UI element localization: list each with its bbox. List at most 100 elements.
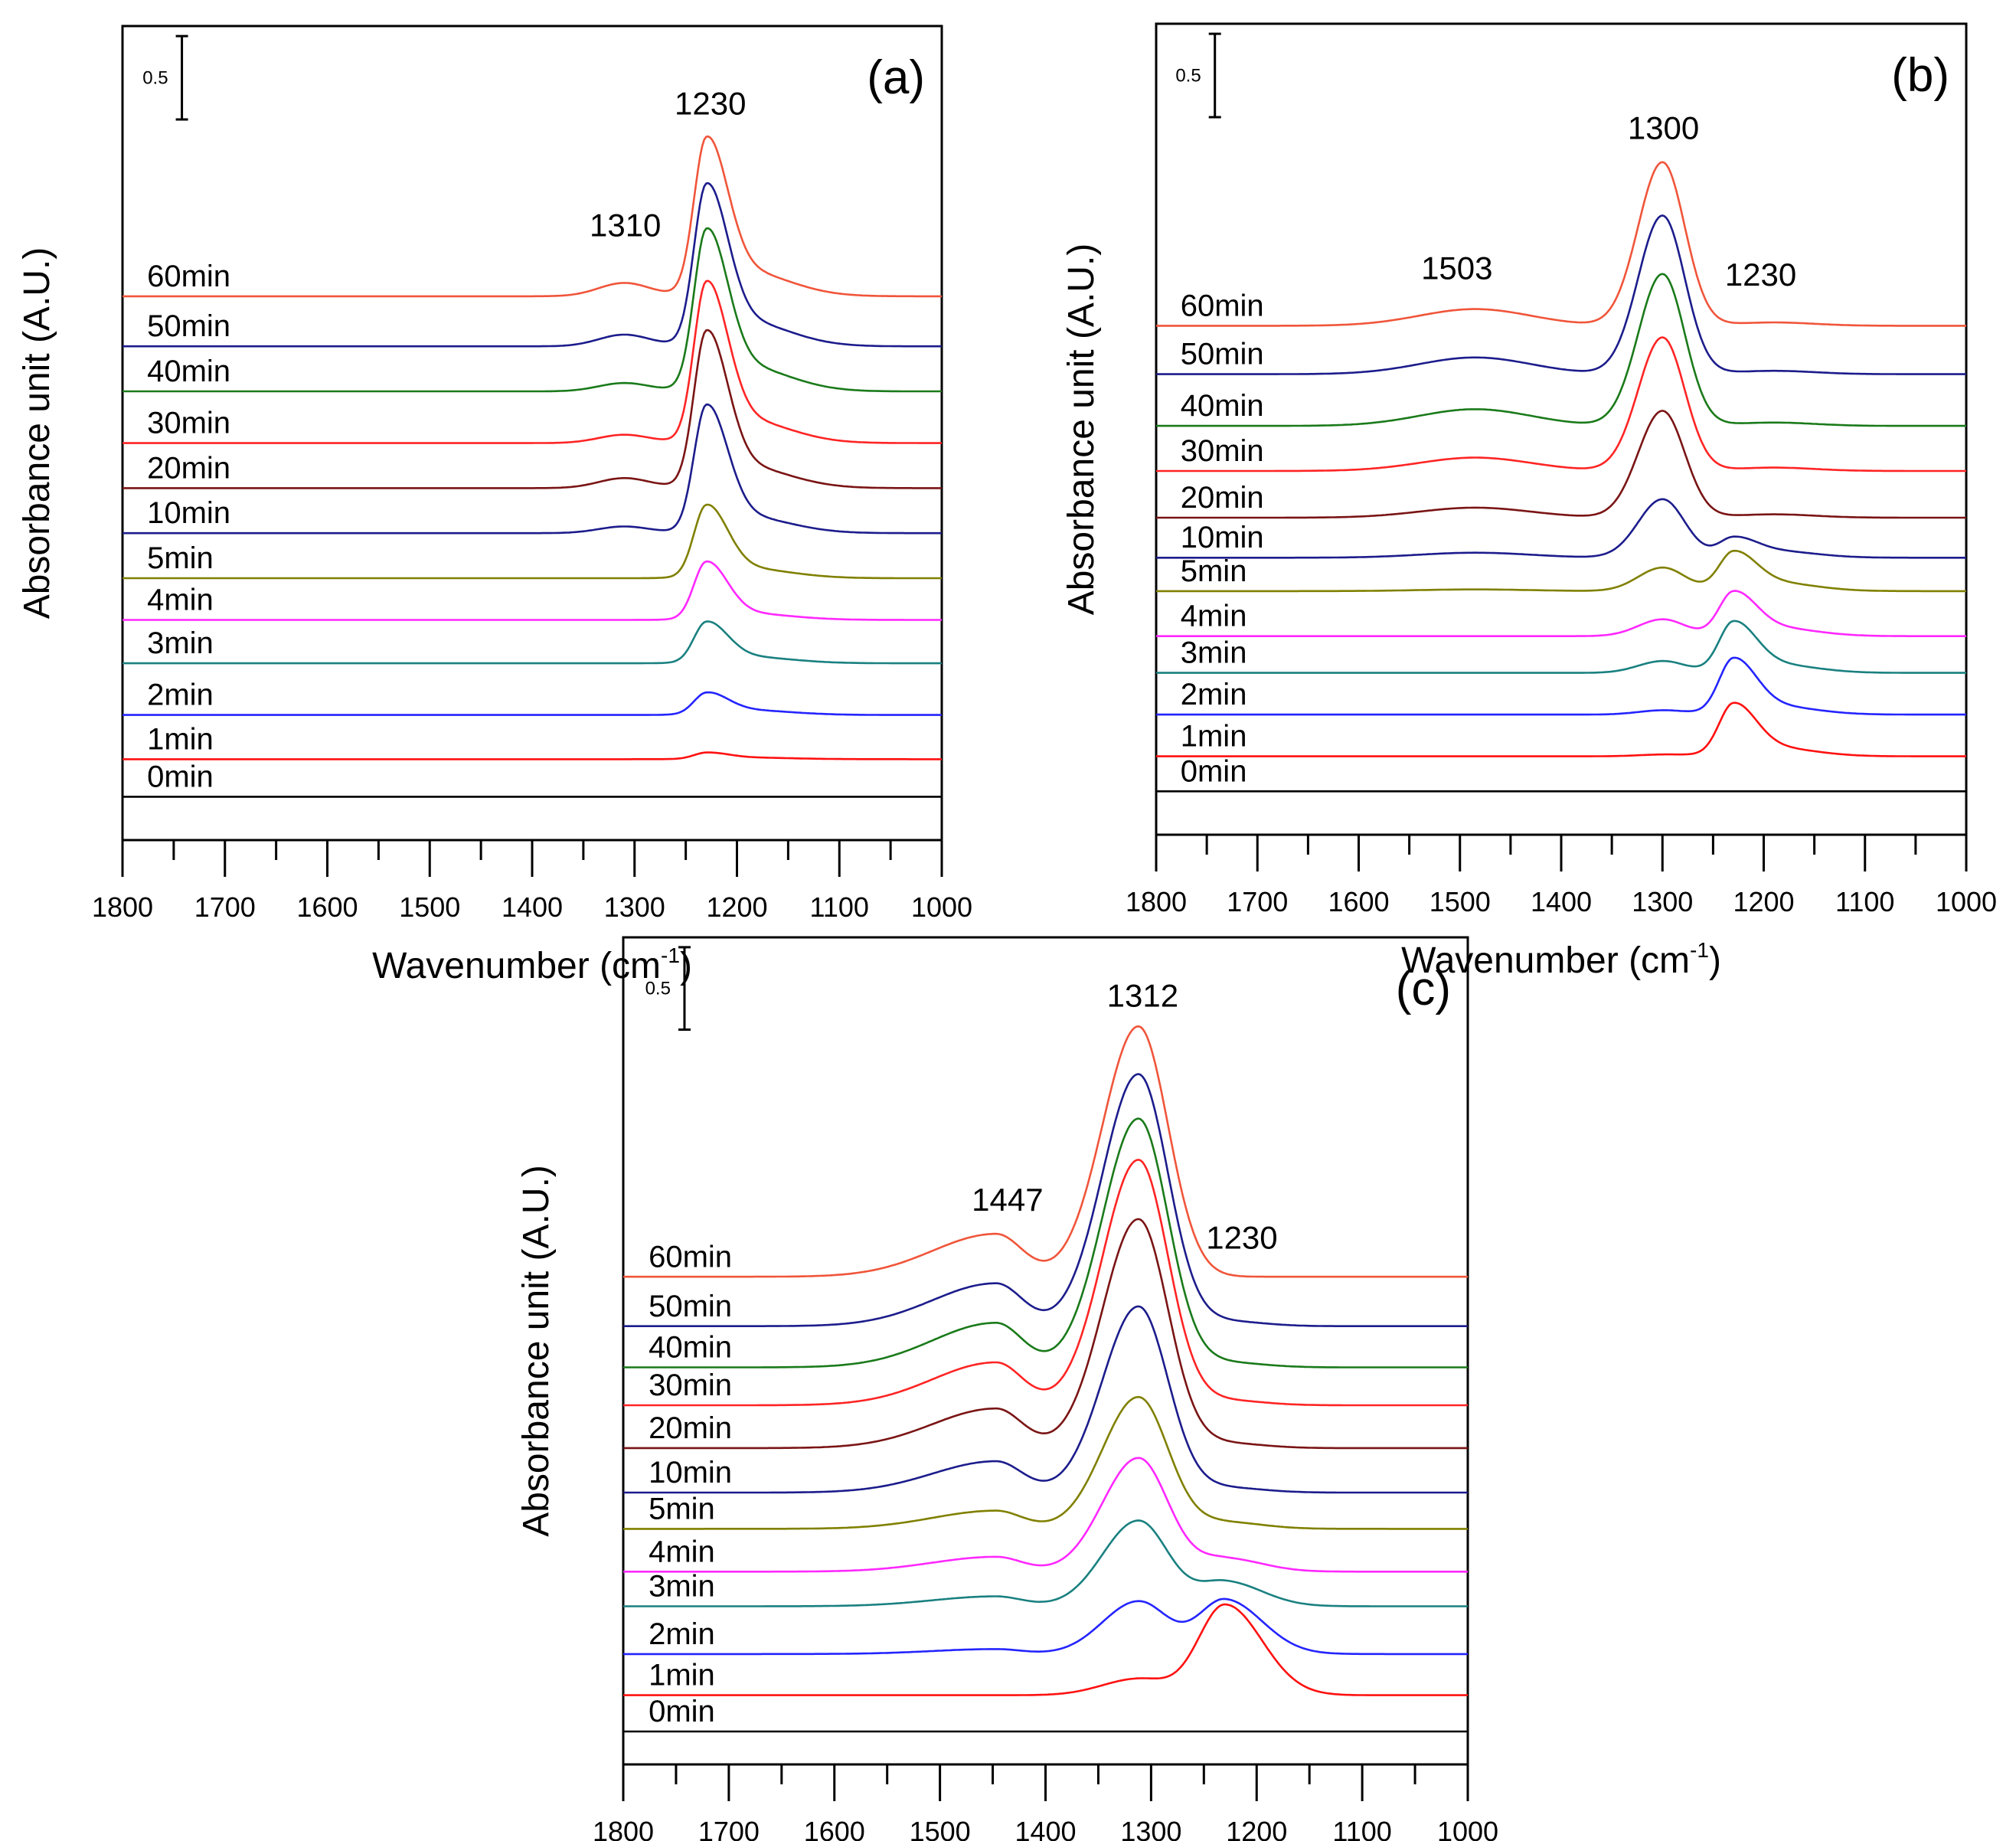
series-label-0min: 0min (649, 1695, 715, 1728)
series-label-30min: 30min (649, 1368, 732, 1402)
scale-bar-label: 0.5 (645, 979, 671, 999)
panel-label: (b) (1891, 49, 1949, 102)
series-label-0min: 0min (147, 760, 214, 793)
panel-c: 180017001600150014001300120011001000Wave… (516, 936, 1498, 1841)
spectrum-line-30min (623, 1159, 1468, 1407)
y-axis-title: Absorbance unit (A.U.) (1061, 244, 1102, 616)
peak-annotation: 1447 (972, 1182, 1043, 1218)
spectrum-line-20min (123, 329, 942, 489)
spectrum-line-50min (123, 181, 942, 348)
spectrum-line-50min (1156, 214, 1966, 375)
series-label-2min: 2min (1181, 678, 1247, 711)
peak-annotation: 1310 (590, 207, 661, 243)
x-tick-label: 1100 (1835, 886, 1894, 917)
series-label-30min: 30min (1181, 434, 1264, 468)
spectrum-line-10min (123, 403, 942, 535)
x-tick-label: 1800 (593, 1816, 654, 1841)
series-label-5min: 5min (649, 1492, 715, 1525)
spectrum-line-20min (623, 1218, 1468, 1450)
series-label-2min: 2min (649, 1617, 715, 1651)
series-label-40min: 40min (147, 355, 230, 388)
series-label-4min: 4min (649, 1535, 715, 1568)
x-tick-label: 1100 (810, 891, 869, 923)
series-label-4min: 4min (147, 583, 214, 616)
series-label-3min: 3min (147, 626, 214, 660)
spectrum-line-4min (623, 1457, 1468, 1573)
series-label-40min: 40min (1181, 389, 1264, 423)
plot-frame (121, 25, 943, 842)
series-label-50min: 50min (147, 309, 230, 343)
series-label-3min: 3min (649, 1570, 715, 1604)
peak-annotation: 1312 (1107, 977, 1178, 1013)
x-tick-label: 1100 (1332, 1816, 1391, 1841)
spectrum-line-3min (123, 620, 942, 665)
spectrum-line-4min (123, 560, 942, 621)
spectrum-line-40min (623, 1117, 1468, 1368)
spectrum-line-2min (623, 1597, 1468, 1656)
x-tick-label: 1300 (604, 891, 665, 923)
x-tick-label: 1000 (911, 891, 972, 923)
spectrum-line-40min (123, 227, 942, 393)
spectrum-line-5min (123, 503, 942, 580)
x-tick-label: 1400 (502, 891, 563, 923)
series-label-1min: 1min (1181, 720, 1247, 754)
x-tick-label: 1700 (1227, 886, 1288, 917)
series-label-60min: 60min (1181, 289, 1264, 322)
spectrum-line-5min (623, 1395, 1468, 1530)
x-axis-title-close: ) (1709, 940, 1721, 981)
peak-annotation: 1230 (1725, 257, 1796, 293)
x-tick-label: 1000 (1936, 886, 1997, 917)
series-label-10min: 10min (1181, 521, 1264, 554)
spectrum-line-60min (623, 1025, 1468, 1278)
peak-annotation: 1300 (1628, 110, 1699, 146)
x-tick-label: 1500 (1429, 886, 1491, 917)
x-tick-label: 1300 (1632, 886, 1693, 917)
spectrum-line-10min (623, 1305, 1468, 1494)
x-tick-label: 1700 (194, 891, 256, 923)
spectrum-line-1min (623, 1603, 1468, 1696)
scale-bar-label: 0.5 (1175, 66, 1201, 87)
y-axis-title: Absorbance unit (A.U.) (516, 1165, 557, 1537)
scale-bar-label: 0.5 (142, 68, 168, 89)
x-axis-title-superscript: -1 (661, 943, 680, 967)
x-tick-label: 1300 (1120, 1816, 1181, 1841)
spectrum-line-20min (1156, 410, 1966, 519)
series-label-20min: 20min (1181, 481, 1264, 515)
x-tick-label: 1000 (1437, 1816, 1498, 1841)
x-axis-title-superscript: -1 (1690, 938, 1709, 962)
x-tick-label: 1700 (698, 1816, 760, 1841)
x-axis-title: Wavenumber (cm-1) (1401, 938, 1721, 981)
series-label-3min: 3min (1181, 636, 1247, 670)
spectrum-line-60min (123, 135, 942, 298)
spectrum-line-2min (123, 691, 942, 716)
x-tick-label: 1200 (1226, 1816, 1287, 1841)
series-label-5min: 5min (147, 541, 214, 575)
series-label-20min: 20min (147, 451, 230, 485)
spectrum-line-10min (1156, 498, 1966, 559)
x-tick-label: 1600 (804, 1816, 865, 1841)
x-tick-label: 1600 (1328, 886, 1389, 917)
peak-annotation: 1230 (1206, 1220, 1277, 1256)
spectrum-line-5min (1156, 549, 1966, 593)
series-label-4min: 4min (1181, 600, 1247, 633)
series-label-20min: 20min (649, 1411, 732, 1445)
x-axis-title-text: Wavenumber (cm (1401, 940, 1690, 981)
spectrum-line-3min (1156, 620, 1966, 674)
x-tick-label: 1400 (1015, 1816, 1076, 1841)
spectrum-line-2min (1156, 656, 1966, 716)
x-tick-label: 1500 (910, 1816, 971, 1841)
x-tick-label: 1600 (296, 891, 358, 923)
panel-label: (a) (867, 51, 925, 104)
x-tick-label: 1800 (1126, 886, 1187, 917)
series-label-60min: 60min (649, 1240, 732, 1274)
x-axis-title-close: ) (680, 946, 692, 986)
series-label-0min: 0min (1181, 754, 1247, 788)
series-label-60min: 60min (147, 260, 230, 293)
spectrum-line-1min (123, 751, 942, 760)
spectrum-line-3min (623, 1519, 1468, 1607)
series-label-1min: 1min (147, 722, 214, 756)
x-tick-label: 1200 (1733, 886, 1794, 917)
series-label-40min: 40min (649, 1331, 732, 1365)
series-label-10min: 10min (147, 496, 230, 530)
